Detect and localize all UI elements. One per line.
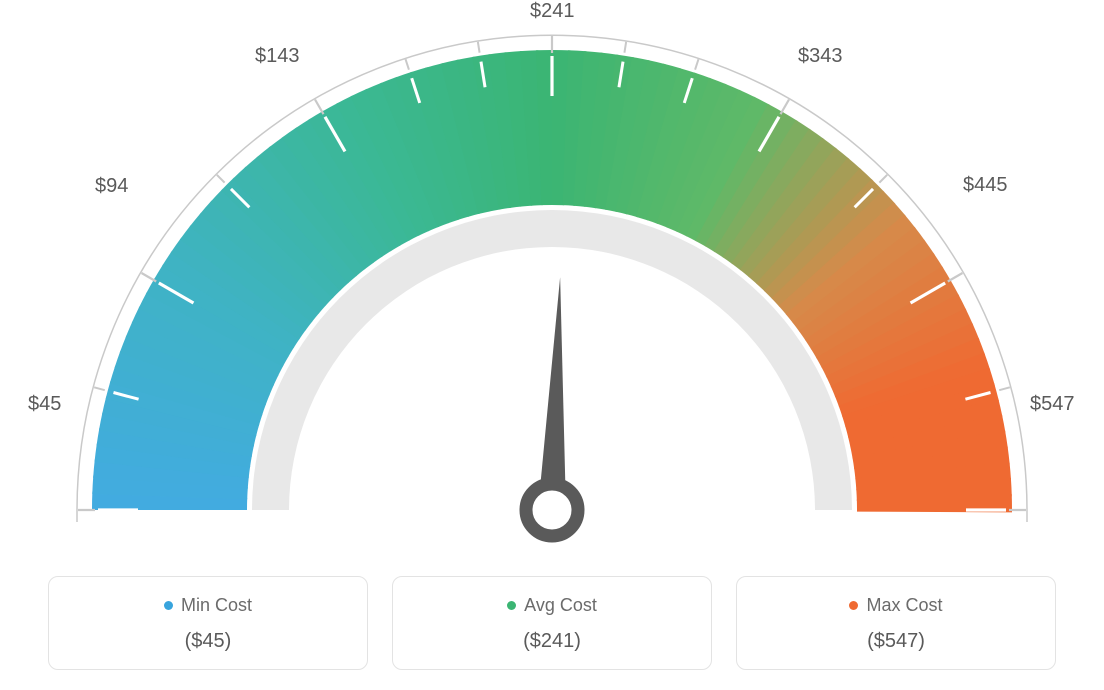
legend-row: Min Cost ($45) Avg Cost ($241) Max Cost …	[0, 576, 1104, 670]
legend-dot-min	[164, 601, 173, 610]
gauge-svg	[52, 10, 1052, 570]
legend-value-min: ($45)	[59, 630, 357, 653]
legend-dot-max	[849, 601, 858, 610]
gauge-tick-label: $343	[798, 45, 843, 68]
gauge-tick-label: $547	[1030, 393, 1075, 416]
gauge-tick-label: $445	[963, 174, 1008, 197]
gauge-tick-label: $94	[95, 175, 128, 198]
gauge-chart: $45 $94 $143 $241 $343 $445 $547	[0, 0, 1104, 570]
legend-title-max: Max Cost	[849, 595, 942, 616]
legend-title-min: Min Cost	[164, 595, 252, 616]
legend-title-avg: Avg Cost	[507, 595, 597, 616]
legend-value-avg: ($241)	[403, 630, 701, 653]
gauge-tick-label: $241	[530, 0, 575, 23]
gauge-tick-label: $143	[255, 45, 300, 68]
legend-label-max: Max Cost	[866, 595, 942, 616]
legend-dot-avg	[507, 601, 516, 610]
legend-box-max: Max Cost ($547)	[736, 576, 1056, 670]
legend-label-avg: Avg Cost	[524, 595, 597, 616]
legend-box-avg: Avg Cost ($241)	[392, 576, 712, 670]
gauge-tick-label: $45	[28, 393, 61, 416]
legend-value-max: ($547)	[747, 630, 1045, 653]
legend-label-min: Min Cost	[181, 595, 252, 616]
legend-box-min: Min Cost ($45)	[48, 576, 368, 670]
